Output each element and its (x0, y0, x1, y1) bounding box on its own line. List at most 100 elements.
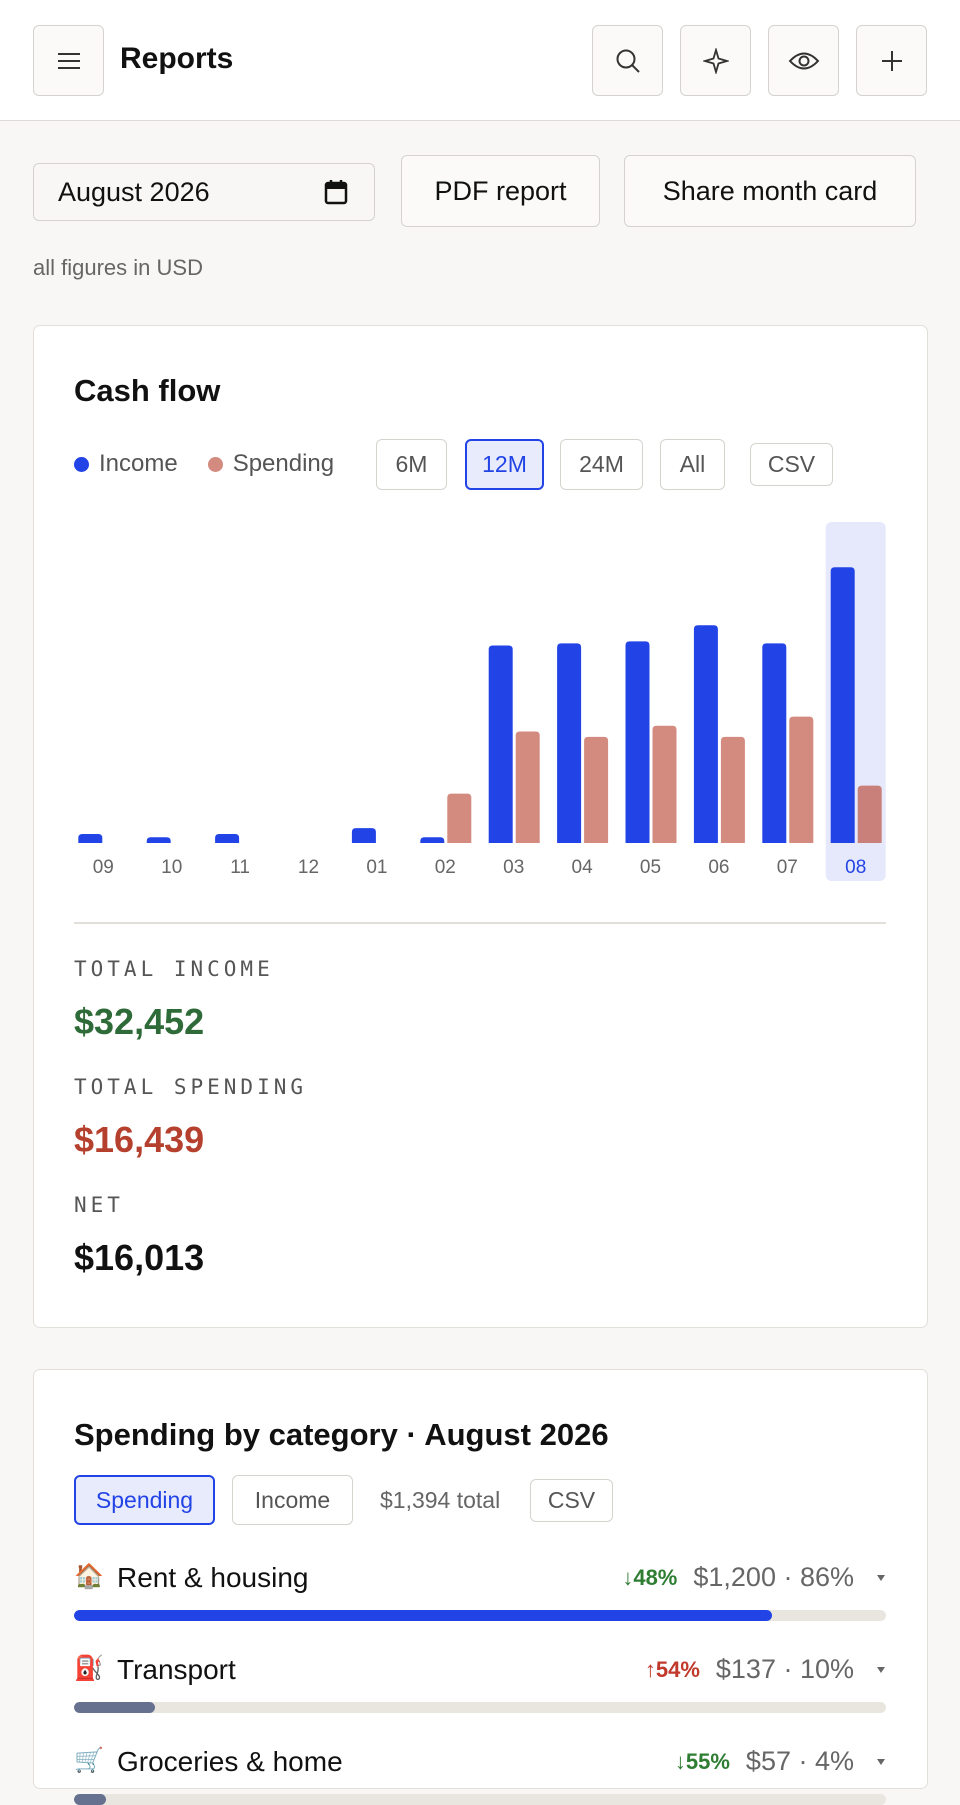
legend: Income Spending (74, 450, 334, 478)
share-button[interactable]: Share month card (624, 155, 916, 227)
share-track (74, 1794, 886, 1805)
total-value: $16,439 (74, 1119, 205, 1160)
bar (146, 837, 171, 843)
plus-icon (881, 50, 902, 71)
category-amount: $1,200 · 86% (693, 1562, 854, 1592)
category-icon: 🛒 (74, 1747, 104, 1774)
bar (625, 641, 650, 843)
currency-note: all figures in USD (33, 255, 203, 280)
category-title: Spending by category · August 2026 (74, 1417, 609, 1452)
bar (215, 833, 240, 843)
x-tick-label: 06 (708, 857, 729, 878)
legend-swatch (207, 456, 223, 472)
share-track (74, 1610, 886, 1621)
share-bar (74, 1794, 107, 1805)
eye-icon (788, 52, 819, 69)
caret-shape (877, 1666, 885, 1673)
legend-item: Income (74, 450, 178, 478)
category-row[interactable]: ⛽ Transport ↑54% $137 · 10% (74, 1654, 886, 1694)
category-name: Groceries & home (117, 1746, 343, 1777)
caret-shape (877, 1758, 885, 1765)
add-button[interactable] (856, 25, 927, 96)
pdf-button[interactable]: PDF report (401, 155, 600, 227)
range-button[interactable]: 6M (376, 439, 447, 490)
bar (584, 736, 609, 843)
x-tick-label: 08 (845, 857, 866, 878)
search-button[interactable] (592, 25, 663, 96)
bar (720, 736, 745, 843)
category-amount: $57 · 4% (745, 1746, 854, 1776)
category-change: ↑54% (644, 1656, 700, 1682)
category-stats: ↑54% $137 · 10% (645, 1654, 886, 1685)
category-stats: ↓55% $57 · 4% (675, 1746, 886, 1777)
x-tick-label: 09 (93, 857, 114, 878)
category-row[interactable]: 🛒 Groceries & home ↓55% $57 · 4% (74, 1746, 886, 1786)
x-tick-label: 01 (366, 857, 387, 878)
category-icon: ⛽ (74, 1655, 104, 1682)
chart-title: Cash flow (74, 373, 221, 408)
category-total: $1,394 total (380, 1487, 501, 1513)
category-name: Rent & housing (117, 1562, 309, 1593)
x-tick-label: 04 (572, 857, 594, 878)
x-tick-label: 02 (435, 857, 456, 878)
category-amount: $137 · 10% (715, 1654, 854, 1684)
calendar-icon (324, 180, 348, 205)
month-input[interactable]: August 2026 (33, 163, 375, 221)
caret-shape (877, 1574, 885, 1581)
category-row[interactable]: 🏠 Rent & housing ↓48% $1,200 · 86% (74, 1562, 886, 1602)
expand-caret (877, 1574, 885, 1581)
range-button[interactable]: 12M (465, 439, 544, 490)
category-tab[interactable]: Income (232, 1475, 353, 1525)
bar (447, 793, 472, 843)
range-button[interactable]: All (660, 439, 725, 490)
total-label: TOTAL SPENDING (74, 1075, 308, 1099)
privacy-button[interactable] (768, 25, 839, 96)
sparkle-icon (702, 47, 729, 74)
bar (420, 837, 445, 843)
category-name: Transport (117, 1654, 236, 1685)
bar (351, 828, 376, 843)
top-bar: Reports (0, 0, 960, 121)
month-value: August 2026 (58, 176, 210, 207)
page-title: Reports (120, 42, 234, 75)
bar (762, 643, 787, 843)
bar (857, 785, 882, 843)
x-tick-label: 05 (640, 857, 661, 878)
category-icon: 🏠 (74, 1563, 104, 1590)
ai-button[interactable] (680, 25, 751, 96)
category-change: ↓55% (674, 1748, 730, 1774)
share-bar (74, 1610, 773, 1621)
share-track (74, 1702, 886, 1713)
bar (78, 833, 103, 843)
total-value: $32,452 (74, 1001, 205, 1042)
expand-caret (877, 1666, 885, 1673)
x-tick-label: 07 (777, 857, 798, 878)
total-value: $16,013 (74, 1237, 205, 1278)
bar (488, 645, 513, 843)
legend-swatch (74, 456, 89, 472)
bar (557, 643, 582, 843)
csv-button[interactable]: CSV (530, 1479, 613, 1522)
search-icon (616, 49, 640, 73)
x-tick-label: 03 (503, 857, 524, 878)
share-bar (74, 1702, 156, 1713)
range-button[interactable]: 24M (560, 439, 643, 490)
category-tab[interactable]: Spending (74, 1475, 215, 1525)
legend-item: Spending (207, 450, 335, 478)
cash-flow-chart: 09 10 11 12 01 02 03 04 05 06 07 08 (78, 522, 886, 881)
total-label: NET (74, 1193, 124, 1217)
csv-button[interactable]: CSV (750, 443, 833, 486)
legend-label: Spending (232, 450, 335, 477)
category-change: ↓48% (622, 1564, 678, 1590)
category-card (33, 1369, 928, 1789)
bar (652, 725, 677, 843)
category-stats: ↓48% $1,200 · 86% (622, 1562, 886, 1593)
divider (74, 922, 886, 924)
legend-label: Income (99, 450, 178, 477)
expand-caret (877, 1758, 885, 1765)
bar (830, 567, 855, 843)
menu-button[interactable] (33, 25, 104, 96)
menu-icon (57, 52, 80, 69)
bar (693, 625, 718, 843)
